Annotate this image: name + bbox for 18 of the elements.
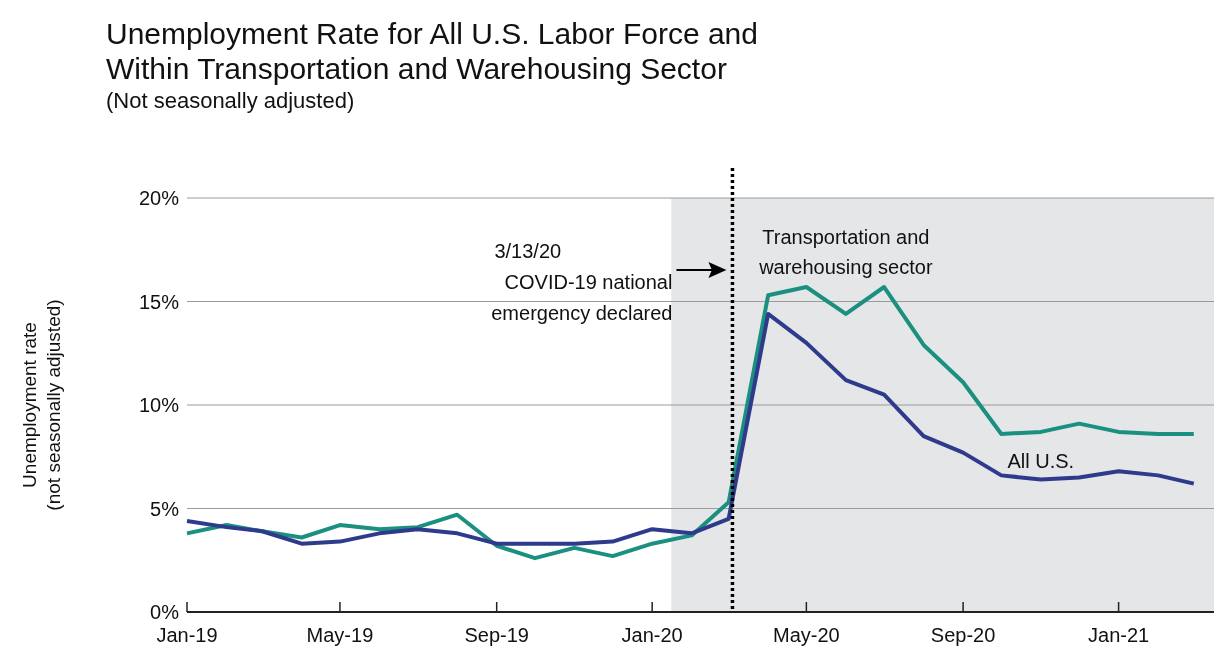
x-tick-label: Jan-20	[621, 624, 683, 646]
x-tick-label: Jan-19	[156, 624, 218, 646]
y-tick-label: 0%	[150, 601, 180, 623]
chart-title: Unemployment Rate for All U.S. Labor Force and Within Transportation and Warehousing Sector	[106, 17, 758, 85]
y-tick-label: 5%	[150, 497, 180, 520]
x-tick-label: Sep-19	[464, 624, 529, 646]
x-tick-label: May-19	[306, 624, 374, 646]
series-label: Transportation and warehousing sector	[758, 225, 933, 278]
chart-subtitle: (Not seasonally adjusted)	[106, 88, 355, 113]
y-tick-label: 10%	[138, 394, 180, 416]
series-label: All U.S.	[1007, 449, 1075, 472]
y-tick-label: 15%	[138, 290, 180, 313]
ref-line-label: 3/13/20 COVID-19 national emergency declared	[491, 240, 673, 324]
x-tick-label: Sep-20	[930, 624, 996, 646]
y-tick-label: 20%	[138, 187, 180, 209]
y-axis-title: Unemployment rate (not seasonally adjusted)	[19, 299, 64, 511]
x-tick-label: Jan-21	[1088, 624, 1150, 646]
x-tick-label: May-20	[773, 624, 840, 646]
